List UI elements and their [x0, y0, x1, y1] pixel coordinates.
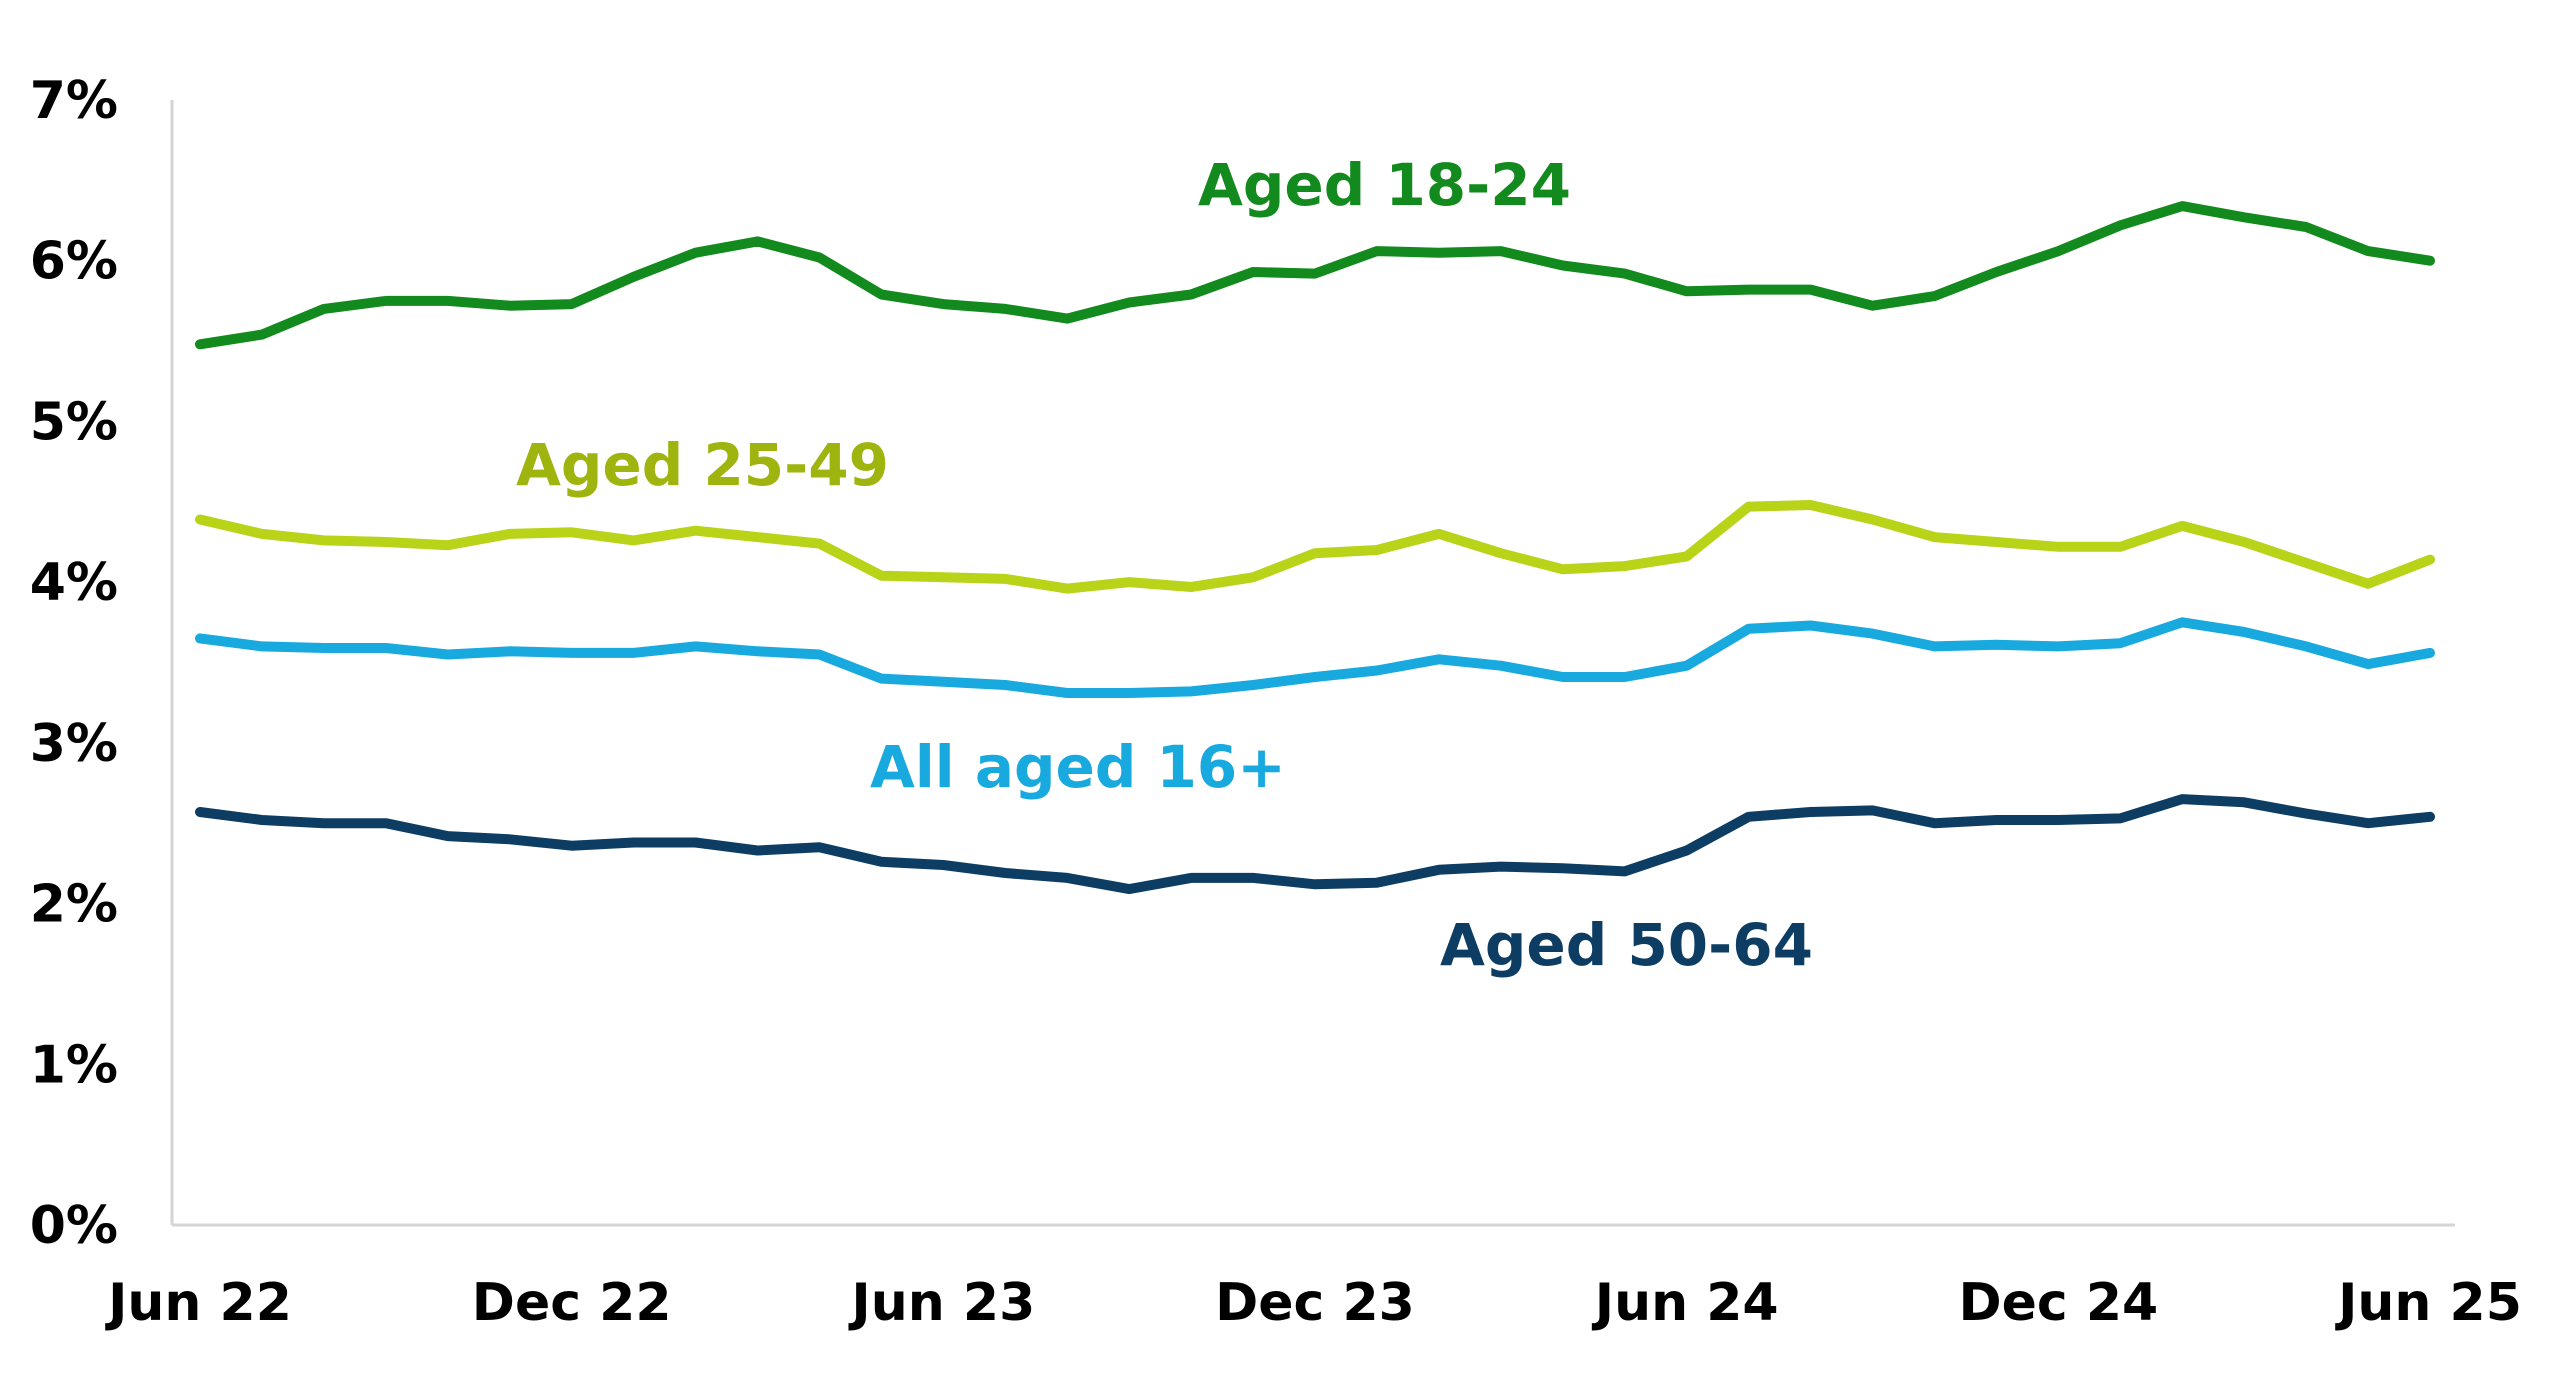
y-tick-label: 2%: [30, 875, 118, 935]
series-line-aged-25-49: [195, 500, 2435, 594]
x-tick-label: Jun 23: [848, 1273, 1035, 1333]
series-line-aged-50-64: [195, 794, 2435, 895]
y-tick-label: 0%: [30, 1196, 118, 1256]
series-lines: [195, 201, 2435, 895]
series-line-aged-18-24: [195, 201, 2435, 350]
series-line-all-aged-16-plus: [195, 617, 2435, 698]
x-axis-tick-labels: Jun 22 Dec 22 Jun 23 Dec 23 Jun 24 Dec 24 Jun …: [105, 1273, 2522, 1333]
series-label-aged-18-24: Aged 18-24: [1198, 151, 1571, 219]
y-tick-label: 3%: [30, 714, 118, 774]
x-tick-label: Jun 25: [2335, 1273, 2522, 1333]
x-tick-label: Dec 23: [1215, 1273, 1415, 1333]
series-label-aged-50-64: Aged 50-64: [1440, 911, 1813, 979]
series-label-all-aged-16-plus: All aged 16+: [870, 733, 1286, 801]
series-label-aged-25-49: Aged 25-49: [516, 431, 889, 499]
y-tick-label: 4%: [30, 553, 118, 613]
x-tick-label: Dec 24: [1958, 1273, 2158, 1333]
y-axis-tick-labels: 0% 1% 2% 3% 4% 5% 6% 7%: [30, 71, 118, 1256]
y-tick-label: 1%: [30, 1035, 118, 1095]
x-tick-label: Jun 24: [1592, 1273, 1779, 1333]
y-tick-label: 7%: [30, 71, 118, 131]
y-tick-label: 5%: [30, 392, 118, 452]
y-tick-label: 6%: [30, 232, 118, 292]
x-tick-label: Jun 22: [105, 1273, 292, 1333]
x-tick-label: Dec 22: [472, 1273, 672, 1333]
